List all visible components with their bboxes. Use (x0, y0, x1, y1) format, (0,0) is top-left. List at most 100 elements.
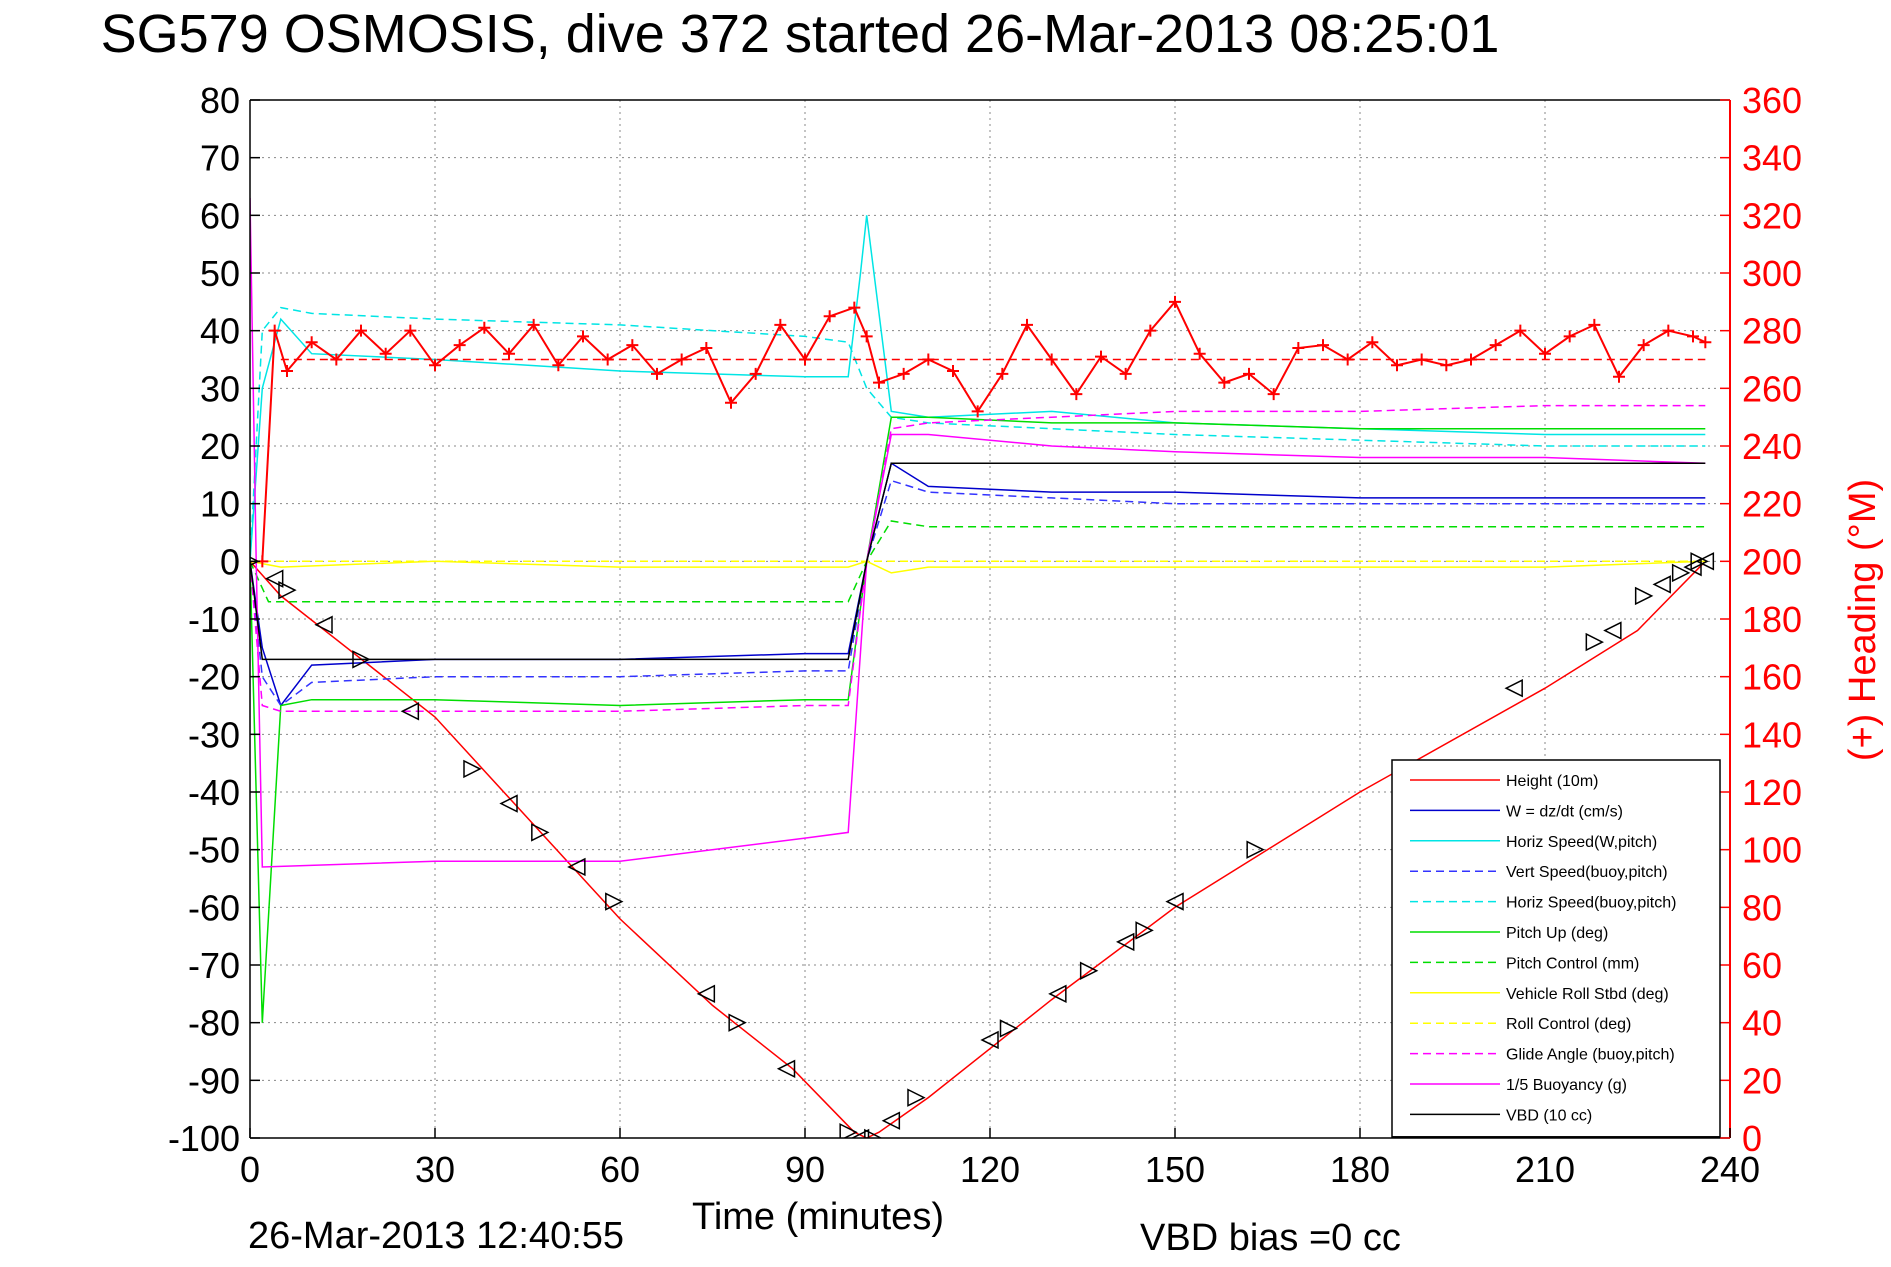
heading-point (848, 301, 861, 314)
right-axis-label: (+) Heading (°M) (1842, 479, 1884, 761)
height-marker (850, 1128, 870, 1138)
heading-point (823, 310, 836, 323)
legend-label: Glide Angle (buoy,pitch) (1506, 1047, 1675, 1064)
heading-point (749, 367, 762, 380)
y-right-tick-label: 320 (1742, 195, 1802, 236)
heading-point (330, 353, 343, 366)
height-marker (531, 823, 550, 842)
y-tick-label: -60 (188, 887, 240, 928)
height-marker (696, 984, 716, 1004)
y-right-tick-label: 60 (1742, 945, 1782, 986)
height-marker (463, 759, 482, 779)
heading-point (1588, 318, 1601, 331)
heading-point (1687, 330, 1699, 343)
heading-point (1514, 324, 1527, 337)
height-marker (839, 1123, 858, 1138)
heading-point (281, 365, 293, 378)
y-right-tick-label: 200 (1742, 541, 1802, 582)
height-marker (1671, 563, 1691, 583)
ticks-group: 0 30 60 90 120 150 180 210 24080706050403020100-… (168, 80, 1802, 1190)
y-tick-label: 10 (200, 484, 240, 525)
height-marker (1695, 552, 1715, 571)
heading-point (503, 347, 515, 360)
y-right-tick-label: 20 (1742, 1060, 1782, 1101)
heading-point (1144, 324, 1157, 337)
y-right-tick-label: 140 (1742, 714, 1802, 755)
y-right-tick-label: 280 (1742, 311, 1802, 352)
y-right-tick-label: 260 (1742, 368, 1802, 409)
heading-point (1095, 350, 1107, 363)
series-line-vehicle-roll-stbd-deg (250, 560, 1706, 574)
x-tick-label: 120 (960, 1149, 1020, 1190)
x-tick-label: 60 (600, 1149, 640, 1190)
heading-point (1415, 353, 1428, 366)
x-tick-label: 240 (1700, 1149, 1760, 1190)
y-tick-label: 30 (200, 368, 240, 409)
heading-point (268, 324, 281, 337)
y-tick-label: -40 (188, 772, 240, 813)
y-tick-label: 50 (200, 253, 240, 294)
y-right-tick-label: 120 (1742, 772, 1802, 813)
heading-point (971, 405, 984, 418)
chart-title: SG579 OSMOSIS, dive 372 started 26-Mar-2… (101, 4, 1500, 64)
heading-point (1637, 339, 1650, 352)
heading-point (305, 336, 318, 349)
legend-label: Height (10m) (1506, 773, 1598, 790)
y-right-tick-label: 220 (1742, 484, 1802, 525)
height-marker (400, 702, 420, 721)
heading-point (1243, 367, 1255, 380)
height-marker (776, 1059, 796, 1079)
heading-point (404, 324, 417, 337)
height-marker (864, 1128, 883, 1138)
heading-point (1391, 359, 1403, 372)
markers-group (250, 552, 1715, 1138)
heading-point (527, 318, 540, 331)
legend: Height (10m) W = dz/dt (cm/s) Horiz Speed(… (1391, 759, 1721, 1138)
heading-point (552, 359, 565, 372)
y-right-tick-label: 340 (1742, 138, 1802, 179)
series-group (250, 197, 1706, 1138)
x-tick-label: 30 (415, 1149, 455, 1190)
heading-point (379, 347, 392, 360)
y-tick-label: 70 (200, 138, 240, 179)
legend-label: Horiz Speed(W,pitch) (1506, 834, 1657, 851)
y-right-tick-label: 80 (1742, 887, 1782, 928)
heading-point (1366, 336, 1379, 349)
y-right-tick-label: 0 (1742, 1118, 1762, 1159)
height-marker (567, 857, 586, 877)
legend-label: Roll Control (deg) (1506, 1016, 1631, 1033)
legend-label: 1/5 Buoyancy (g) (1506, 1077, 1627, 1094)
height-marker (605, 892, 624, 911)
height-marker (1048, 984, 1067, 1004)
footer-timestamp: 26-Mar-2013 12:40:55 (248, 1215, 624, 1257)
y-right-tick-label: 160 (1742, 657, 1802, 698)
legend-box (1391, 759, 1721, 1138)
heading-point (577, 330, 589, 343)
y-tick-label: 60 (200, 195, 240, 236)
height-marker (499, 794, 518, 813)
heading-group (256, 295, 1712, 568)
series-line-horiz-speed-buoy-pitch (250, 306, 1706, 562)
height-marker (907, 1088, 926, 1107)
legend-label: Pitch Up (deg) (1506, 925, 1608, 942)
heading-point (651, 367, 663, 380)
heading-point (1070, 388, 1083, 401)
y-right-tick-label: 300 (1742, 253, 1802, 294)
x-tick-label: 0 (240, 1149, 260, 1190)
height-marker (264, 569, 284, 588)
heading-point (897, 367, 910, 380)
height-marker (1683, 557, 1702, 577)
heading-point (429, 359, 441, 372)
heading-point (1021, 318, 1033, 331)
heading-point (1613, 370, 1625, 383)
y-tick-label: -80 (188, 1003, 240, 1044)
x-tick-label: 150 (1145, 1149, 1205, 1190)
heading-point (601, 353, 614, 366)
heading-point (355, 324, 367, 337)
series-line-vbd-10-cc (250, 462, 1706, 661)
y-right-tick-label: 180 (1742, 599, 1802, 640)
heading-point (774, 318, 787, 331)
y-tick-label: -20 (188, 657, 240, 698)
